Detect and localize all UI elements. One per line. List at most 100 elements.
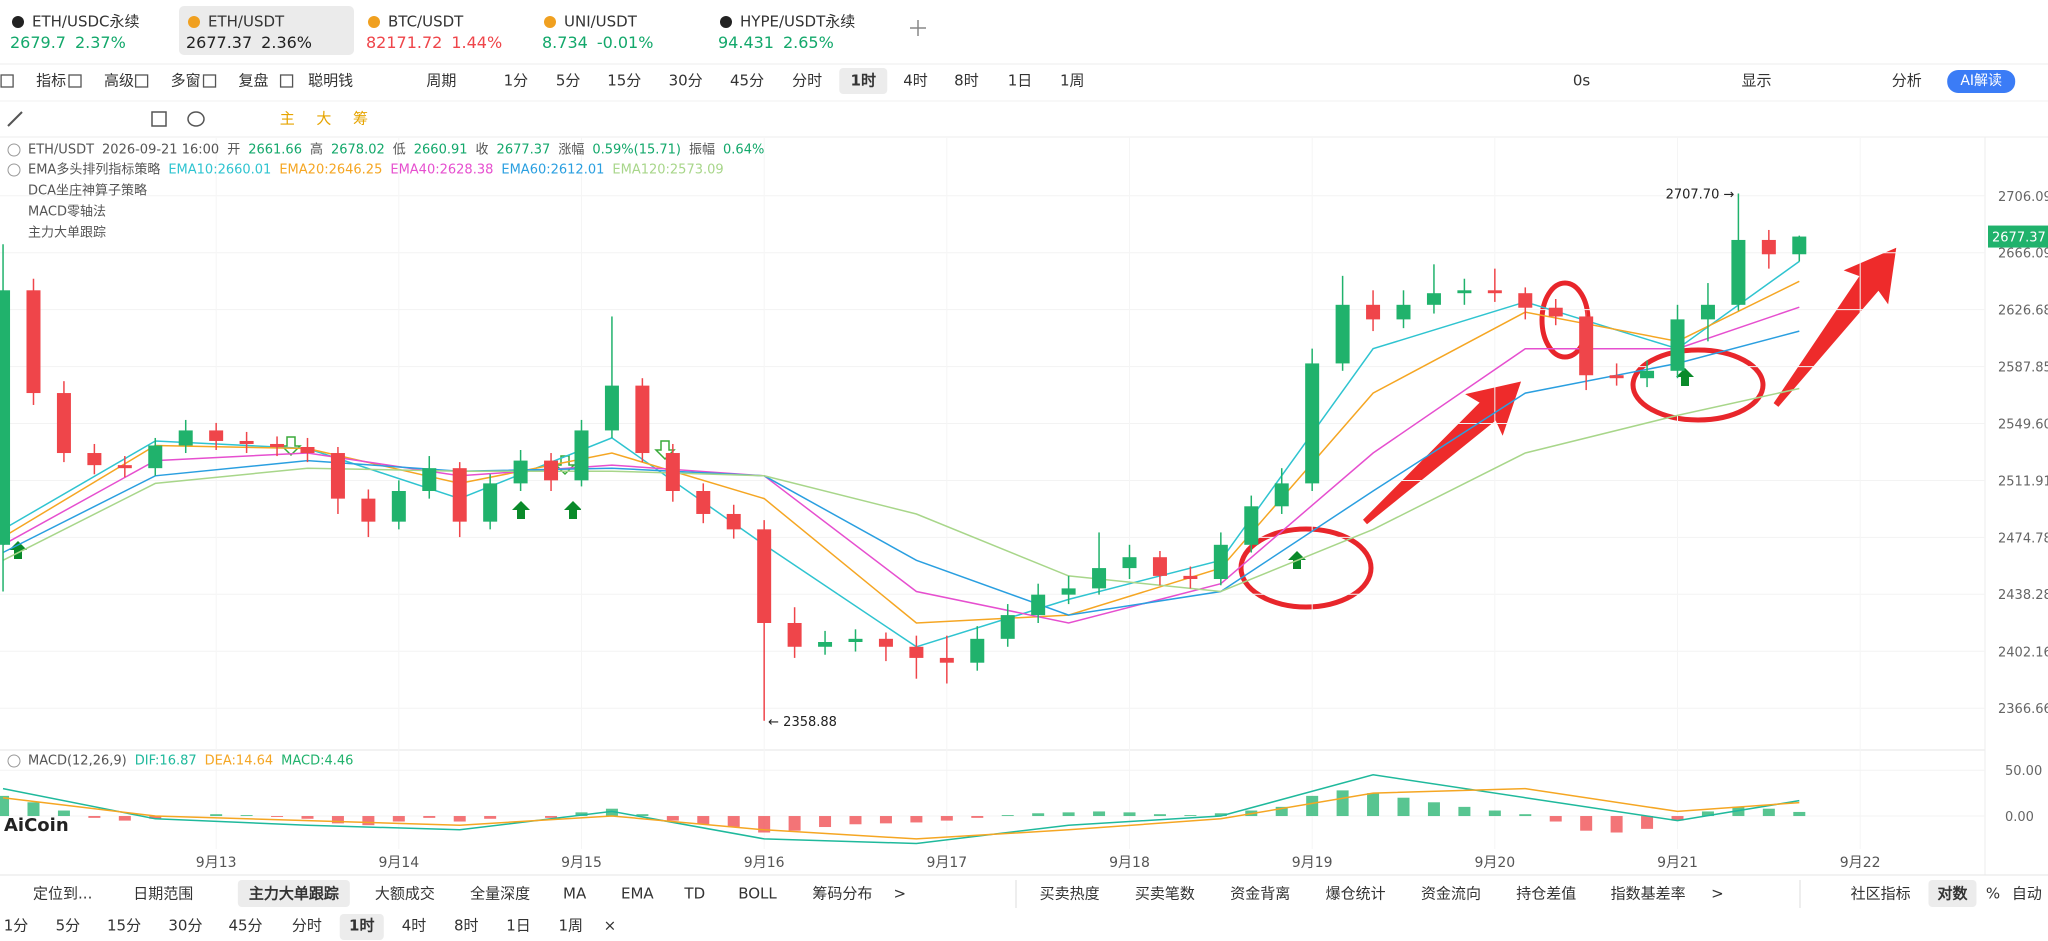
period-button[interactable]: 分时 [792,71,823,90]
macd-bar [788,816,801,831]
bottom-tab[interactable]: 爆仓统计 [1325,884,1386,903]
macd-bar [1580,816,1593,831]
right-tool[interactable]: 分析 [1891,71,1922,90]
macd-bar [819,816,832,828]
candle-body [209,430,224,441]
bottom-period[interactable]: 45分 [228,916,263,935]
candle-body [1000,615,1015,639]
bottom-tab[interactable]: 全量深度 [470,884,531,903]
bottom-tab[interactable]: MA [563,884,587,903]
macd-bar [971,816,984,818]
bottom-tab[interactable]: 持仓差值 [1516,884,1577,903]
bottom-tab[interactable]: 筹码分布 [812,884,873,903]
bottom-tab[interactable]: 自动 [2011,884,2042,903]
active-period-bg [839,68,888,94]
period-menu[interactable]: 周期 [426,71,457,90]
bottom-tab[interactable]: 买卖笔数 [1134,884,1195,903]
candle-body [361,498,376,522]
candle-body [1274,483,1289,507]
bottom-tab[interactable]: > [893,884,907,903]
bottom-period[interactable]: 1周 [558,916,583,935]
x-tick-label: 9月14 [378,855,419,871]
bottom-tab[interactable]: EMA [620,884,654,903]
macd-bar [1610,816,1623,833]
draw-tool[interactable]: 主 [279,109,295,128]
bottom-period[interactable]: 4时 [401,916,427,935]
tab-price: 2677.37 [186,33,253,52]
bottom-tab[interactable]: 大额成交 [374,884,435,903]
candle-body [117,465,132,469]
bottom-tab[interactable]: BOLL [738,884,777,903]
bottom-period[interactable]: 分时 [291,916,322,935]
tool-button[interactable]: 多窗 [170,71,201,90]
bottom-tab[interactable]: 日期范围 [133,884,194,903]
bottom-tab[interactable]: 资金流向 [1420,884,1481,903]
right-tool[interactable]: 显示 [1741,71,1772,90]
indicator-name: EMA多头排列指标策略 [28,162,161,178]
indicator-name: 主力大单跟踪 [28,225,107,241]
tool-icon [68,74,82,88]
tool-button[interactable]: 指标 [36,71,67,90]
period-button[interactable]: 1日 [1007,71,1033,90]
ai-pill [1947,70,2016,93]
bottom-tab[interactable]: 主力大单跟踪 [248,884,339,903]
period-button[interactable]: 1周 [1059,71,1085,90]
bottom-period[interactable]: 5分 [55,916,81,935]
bottom-tab[interactable]: 买卖热度 [1039,884,1100,903]
period-button[interactable]: 30分 [668,71,703,90]
tool-icon [134,74,149,88]
right-tool[interactable]: AI解读 [1960,73,2003,89]
x-tick-label: 9月18 [1109,855,1150,871]
tool-button[interactable]: 复盘 [238,71,269,90]
right-tool[interactable]: 0s [1572,71,1591,90]
bottom-tab[interactable]: > [1711,884,1724,903]
bottom-tab[interactable]: TD [684,884,706,903]
period-button[interactable]: 1时 [850,71,876,90]
macd-bar [879,816,892,824]
tab-name[interactable]: HYPE/USDT永续 [740,12,856,31]
tab-name[interactable]: BTC/USDT [388,12,464,31]
bottom-tab[interactable]: 对数 [1937,884,1968,903]
period-button[interactable]: 8时 [954,71,979,90]
candle-body [635,385,650,454]
bottom-period[interactable]: 1分 [3,916,29,935]
period-button[interactable]: 15分 [607,71,642,90]
bottom-period[interactable]: 8时 [453,916,479,935]
bottom-period[interactable]: × [603,916,617,935]
macd-bar [575,812,588,817]
draw-tool[interactable]: 大 [316,109,332,128]
ema-label: EMA120:2573.09 [612,162,724,178]
period-button[interactable]: 1分 [503,71,529,90]
tool-button[interactable]: 聪明钱 [308,71,354,90]
period-button[interactable]: 5分 [555,71,581,90]
bottom-tab[interactable]: 定位到... [33,884,93,903]
y-tick-label: 50.00 [2005,764,2042,779]
bottom-tab[interactable]: 社区指标 [1850,884,1911,903]
draw-tool[interactable]: 筹 [352,109,368,128]
bottom-period[interactable]: 15分 [107,916,142,935]
period-button[interactable]: 45分 [729,71,765,90]
candle-body [818,642,833,647]
candle-body [26,290,41,394]
ema-label: EMA40:2628.38 [390,162,494,178]
bottom-period[interactable]: 1时 [349,916,375,935]
bottom-period[interactable]: 1日 [506,916,531,935]
tab-name[interactable]: ETH/USDT [208,12,285,31]
period-button[interactable]: 4时 [903,71,928,90]
tab-quote: 2679.7 2.37% [10,35,126,51]
tab-name[interactable]: ETH/USDC永续 [32,12,140,31]
tab-name[interactable]: UNI/USDT [564,12,637,31]
macd-bar [240,815,253,817]
x-tick-label: 9月22 [1840,855,1881,871]
bottom-tab[interactable]: % [1985,884,2001,903]
y-tick-label: 0.00 [2005,810,2034,825]
macd-label: DIF:16.87 [134,753,197,769]
tool-button[interactable]: 高级 [103,71,135,90]
legend-value: 2660.91 [413,142,468,158]
bottom-period[interactable]: 30分 [168,916,203,935]
bottom-tab[interactable]: 资金背离 [1230,884,1291,903]
candle-body [939,657,954,663]
bottom-tab[interactable]: 指数基差率 [1610,884,1686,903]
y-tick-label: 2706.09 [1998,190,2048,205]
candle-body [1122,557,1137,569]
